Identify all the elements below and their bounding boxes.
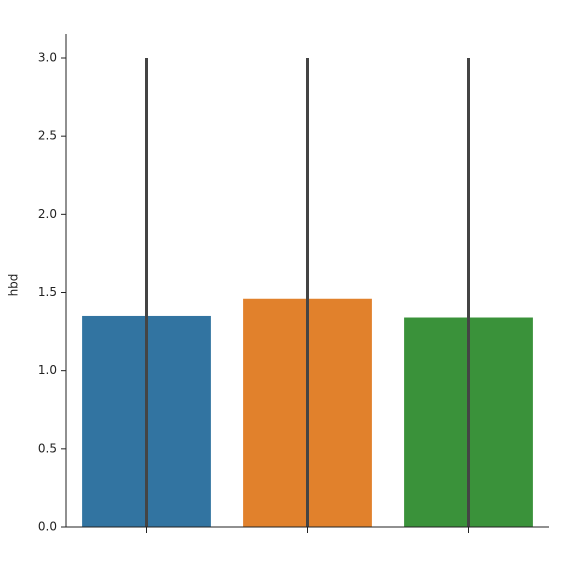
- y-tick-label: 2.0: [38, 207, 57, 221]
- y-tick-label: 0.0: [38, 520, 57, 534]
- y-tick-label: 1.0: [38, 363, 57, 377]
- y-tick-label: 2.5: [38, 129, 57, 143]
- y-axis-label: hbd: [7, 274, 21, 297]
- y-tick-label: 1.5: [38, 285, 57, 299]
- y-tick-label: 3.0: [38, 51, 57, 65]
- y-tick-label: 0.5: [38, 441, 57, 455]
